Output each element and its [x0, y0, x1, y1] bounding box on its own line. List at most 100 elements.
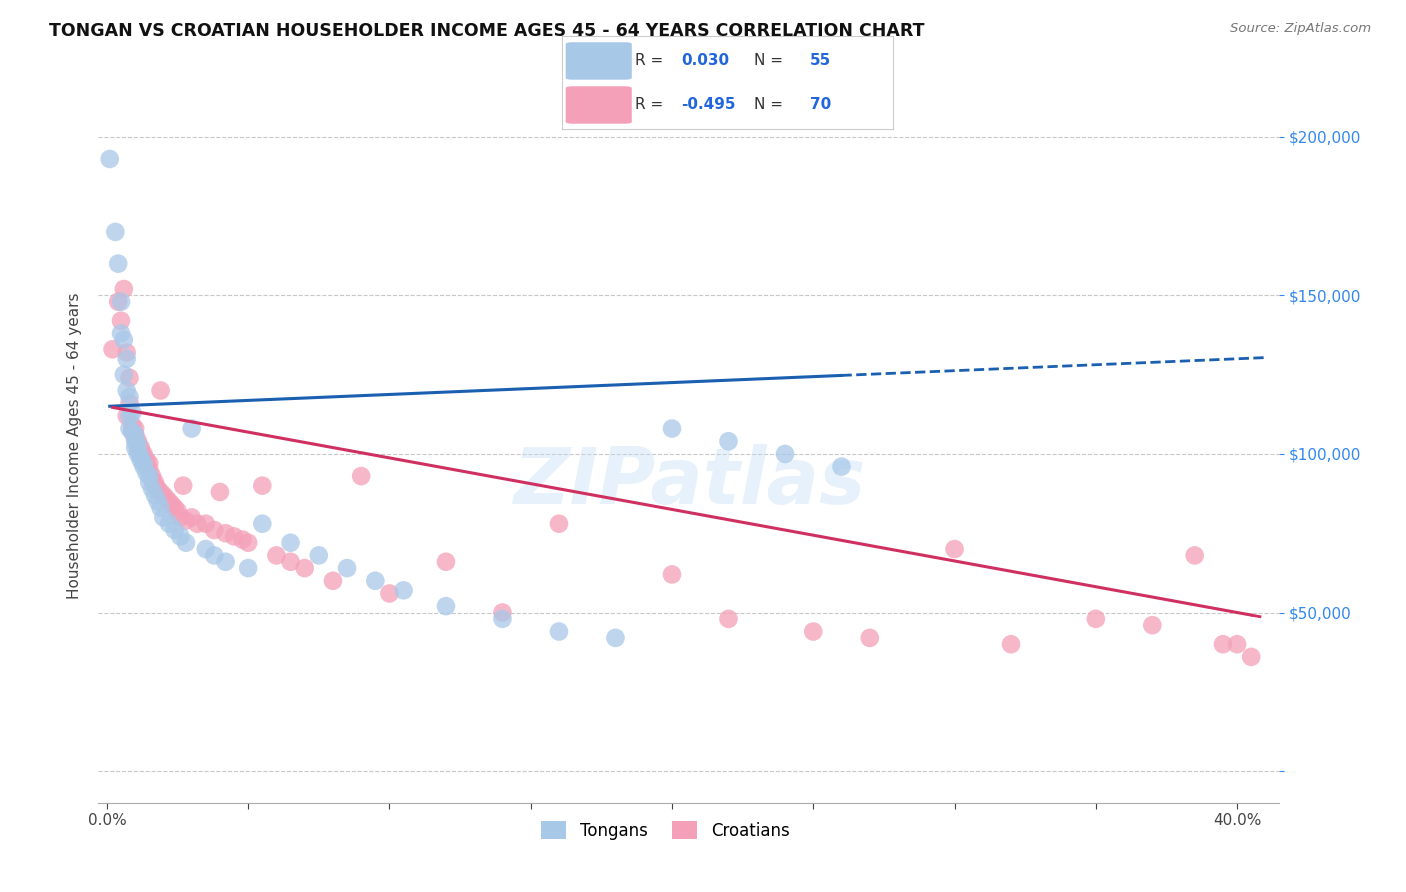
Point: [801, 624, 824, 639]
Point: [118, 371, 141, 385]
Point: [127, 437, 149, 451]
Point: [194, 516, 217, 531]
Point: [194, 542, 217, 557]
Point: [364, 574, 387, 588]
Point: [717, 612, 740, 626]
Point: [169, 529, 191, 543]
Point: [238, 535, 260, 549]
Point: [141, 482, 163, 496]
Point: [141, 472, 163, 486]
Point: [118, 390, 141, 404]
Point: [104, 225, 127, 239]
Point: [149, 384, 172, 398]
Point: [859, 631, 882, 645]
Point: [135, 457, 157, 471]
Point: [124, 421, 146, 435]
Point: [127, 443, 149, 458]
Point: [491, 606, 513, 620]
Point: [1000, 637, 1022, 651]
Point: [135, 453, 157, 467]
Point: [169, 510, 191, 524]
Point: [202, 549, 225, 563]
Point: [166, 504, 188, 518]
Point: [1240, 649, 1263, 664]
Point: [110, 294, 132, 309]
Point: [280, 555, 302, 569]
Point: [186, 516, 208, 531]
Point: [118, 421, 141, 435]
Point: [1084, 612, 1107, 626]
FancyBboxPatch shape: [565, 42, 631, 79]
Point: [146, 494, 169, 508]
Point: [252, 516, 274, 531]
Point: [160, 498, 183, 512]
Point: [115, 384, 138, 398]
Point: [336, 561, 359, 575]
Point: [138, 457, 160, 471]
Point: [661, 567, 683, 582]
Point: [773, 447, 796, 461]
Y-axis label: Householder Income Ages 45 - 64 years: Householder Income Ages 45 - 64 years: [66, 293, 82, 599]
Point: [491, 612, 513, 626]
Point: [132, 457, 155, 471]
Point: [661, 421, 683, 435]
Legend: Tongans, Croatians: Tongans, Croatians: [533, 814, 797, 848]
Point: [138, 463, 160, 477]
Point: [231, 533, 253, 547]
Text: 70: 70: [810, 96, 831, 112]
Point: [127, 447, 149, 461]
Point: [163, 500, 186, 515]
Point: [124, 428, 146, 442]
Point: [132, 447, 155, 461]
Point: [155, 491, 177, 506]
Point: [101, 343, 124, 357]
Point: [146, 482, 169, 496]
Point: [129, 450, 152, 464]
Point: [110, 326, 132, 341]
Point: [222, 529, 245, 543]
Point: [157, 516, 180, 531]
Point: [124, 434, 146, 449]
Point: [129, 441, 152, 455]
Point: [152, 488, 174, 502]
Point: [378, 586, 401, 600]
Point: [149, 485, 172, 500]
Point: [115, 409, 138, 423]
Point: [110, 314, 132, 328]
Text: -0.495: -0.495: [682, 96, 735, 112]
Point: [121, 425, 143, 439]
Point: [138, 475, 160, 490]
Point: [129, 443, 152, 458]
Point: [112, 333, 135, 347]
Point: [350, 469, 373, 483]
Point: [252, 478, 274, 492]
Point: [434, 599, 457, 614]
Point: [214, 555, 236, 569]
Point: [1212, 637, 1234, 651]
Point: [141, 469, 163, 483]
Point: [132, 450, 155, 464]
Point: [266, 549, 288, 563]
Point: [98, 152, 121, 166]
Point: [115, 345, 138, 359]
Text: R =: R =: [636, 96, 668, 112]
Point: [121, 425, 143, 439]
Point: [1142, 618, 1164, 632]
Point: [135, 466, 157, 480]
Point: [180, 421, 202, 435]
Point: [143, 488, 166, 502]
Point: [831, 459, 853, 474]
Point: [180, 510, 202, 524]
Point: [308, 549, 330, 563]
Text: 0.030: 0.030: [682, 54, 730, 69]
Point: [322, 574, 344, 588]
Point: [115, 351, 138, 366]
Point: [107, 294, 129, 309]
Point: [152, 510, 174, 524]
Point: [1184, 549, 1206, 563]
Point: [157, 494, 180, 508]
Point: [174, 514, 197, 528]
Point: [943, 542, 966, 557]
Text: R =: R =: [636, 54, 673, 69]
Point: [124, 431, 146, 445]
